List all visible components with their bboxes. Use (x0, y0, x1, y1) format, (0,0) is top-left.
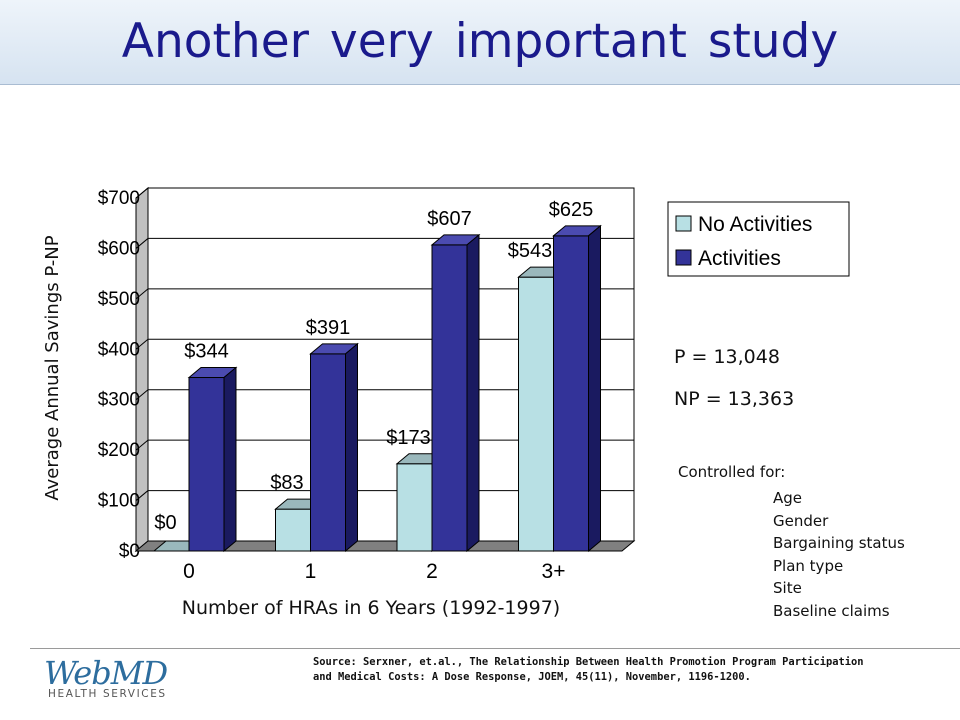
controlled-item-age: Age (773, 489, 803, 507)
controlled-item-plan-type: Plan type (773, 556, 844, 575)
webmd-logo: WebMD HEALTH SERVICES (44, 654, 174, 700)
data-label: $344 (184, 341, 229, 363)
bar-activities-0 (188, 377, 225, 552)
stat-p: P = 13,048 (674, 346, 780, 368)
controlled-item-gender: Gender (773, 511, 829, 530)
bar-activities-3 (553, 235, 589, 552)
controlled-for-title: Controlled for: (678, 463, 786, 481)
x-tick-label: 1 (305, 560, 317, 583)
bar-no-activities-3 (518, 276, 554, 552)
x-tick-label: 3+ (542, 560, 566, 583)
gridline-side (135, 490, 149, 501)
y-tick-label: $500 (98, 289, 140, 310)
bar-side-1-0 (223, 366, 237, 553)
legend-label: Activities (698, 247, 781, 270)
legend: No Activities Activities (667, 201, 850, 277)
title-bar: Another very important study (0, 0, 960, 85)
bar-side-1-1 (345, 342, 358, 553)
legend-swatch (675, 249, 692, 266)
bar-side-1-3 (588, 224, 601, 553)
legend-label: No Activities (698, 213, 812, 236)
bar-activities-2 (431, 244, 468, 552)
controlled-item-site: Site (773, 579, 802, 597)
stat-np: NP = 13,363 (674, 388, 795, 410)
y-tick-label: $0 (119, 541, 140, 562)
x-tick-label: 2 (426, 560, 438, 583)
bar-no-activities-2 (396, 463, 433, 552)
y-tick-label: $200 (98, 440, 140, 461)
y-tick-label: $300 (98, 390, 140, 411)
y-axis-title: Average Annual Savings P-NP (42, 235, 63, 500)
gridline-side (135, 389, 149, 401)
x-axis-title: Number of HRAs in 6 Years (1992-1997) (182, 597, 560, 619)
bar-activities-1 (310, 353, 346, 552)
legend-swatch (675, 215, 692, 232)
source-citation: Source: Serxner, et.al., The Relationshi… (313, 656, 864, 683)
controlled-item-baseline: Baseline claims (773, 601, 890, 620)
y-tick-label: $600 (98, 238, 140, 259)
y-tick-label: $100 (98, 491, 140, 512)
y-tick-label: $700 (98, 188, 140, 209)
data-label: $173 (386, 427, 431, 449)
data-label: $543 (508, 240, 553, 262)
logo-wordmark: WebMD (44, 654, 168, 692)
data-label: $0 (154, 512, 176, 534)
data-label: $607 (427, 208, 472, 230)
controlled-item-bargaining: Bargaining status (773, 534, 905, 552)
y-tick-label: $400 (98, 339, 140, 360)
gridline-side (135, 439, 149, 451)
data-label: $83 (270, 472, 303, 494)
gridline-side (135, 187, 149, 199)
data-label: $625 (549, 199, 594, 221)
footer-divider (30, 648, 960, 649)
gridline-side (135, 238, 149, 249)
gridline-side (135, 338, 149, 350)
bar-side-1-2 (466, 233, 480, 553)
gridline-side (135, 288, 149, 300)
bar-no-activities-1 (275, 508, 311, 552)
x-tick-label: 0 (183, 560, 195, 583)
data-label: $391 (306, 317, 351, 339)
slide-title: Another very important study (121, 14, 839, 69)
legend-box (667, 201, 850, 277)
logo-subtitle: HEALTH SERVICES (48, 688, 167, 700)
controlled-for-list: Age Gender Bargaining status Plan type S… (773, 487, 905, 622)
